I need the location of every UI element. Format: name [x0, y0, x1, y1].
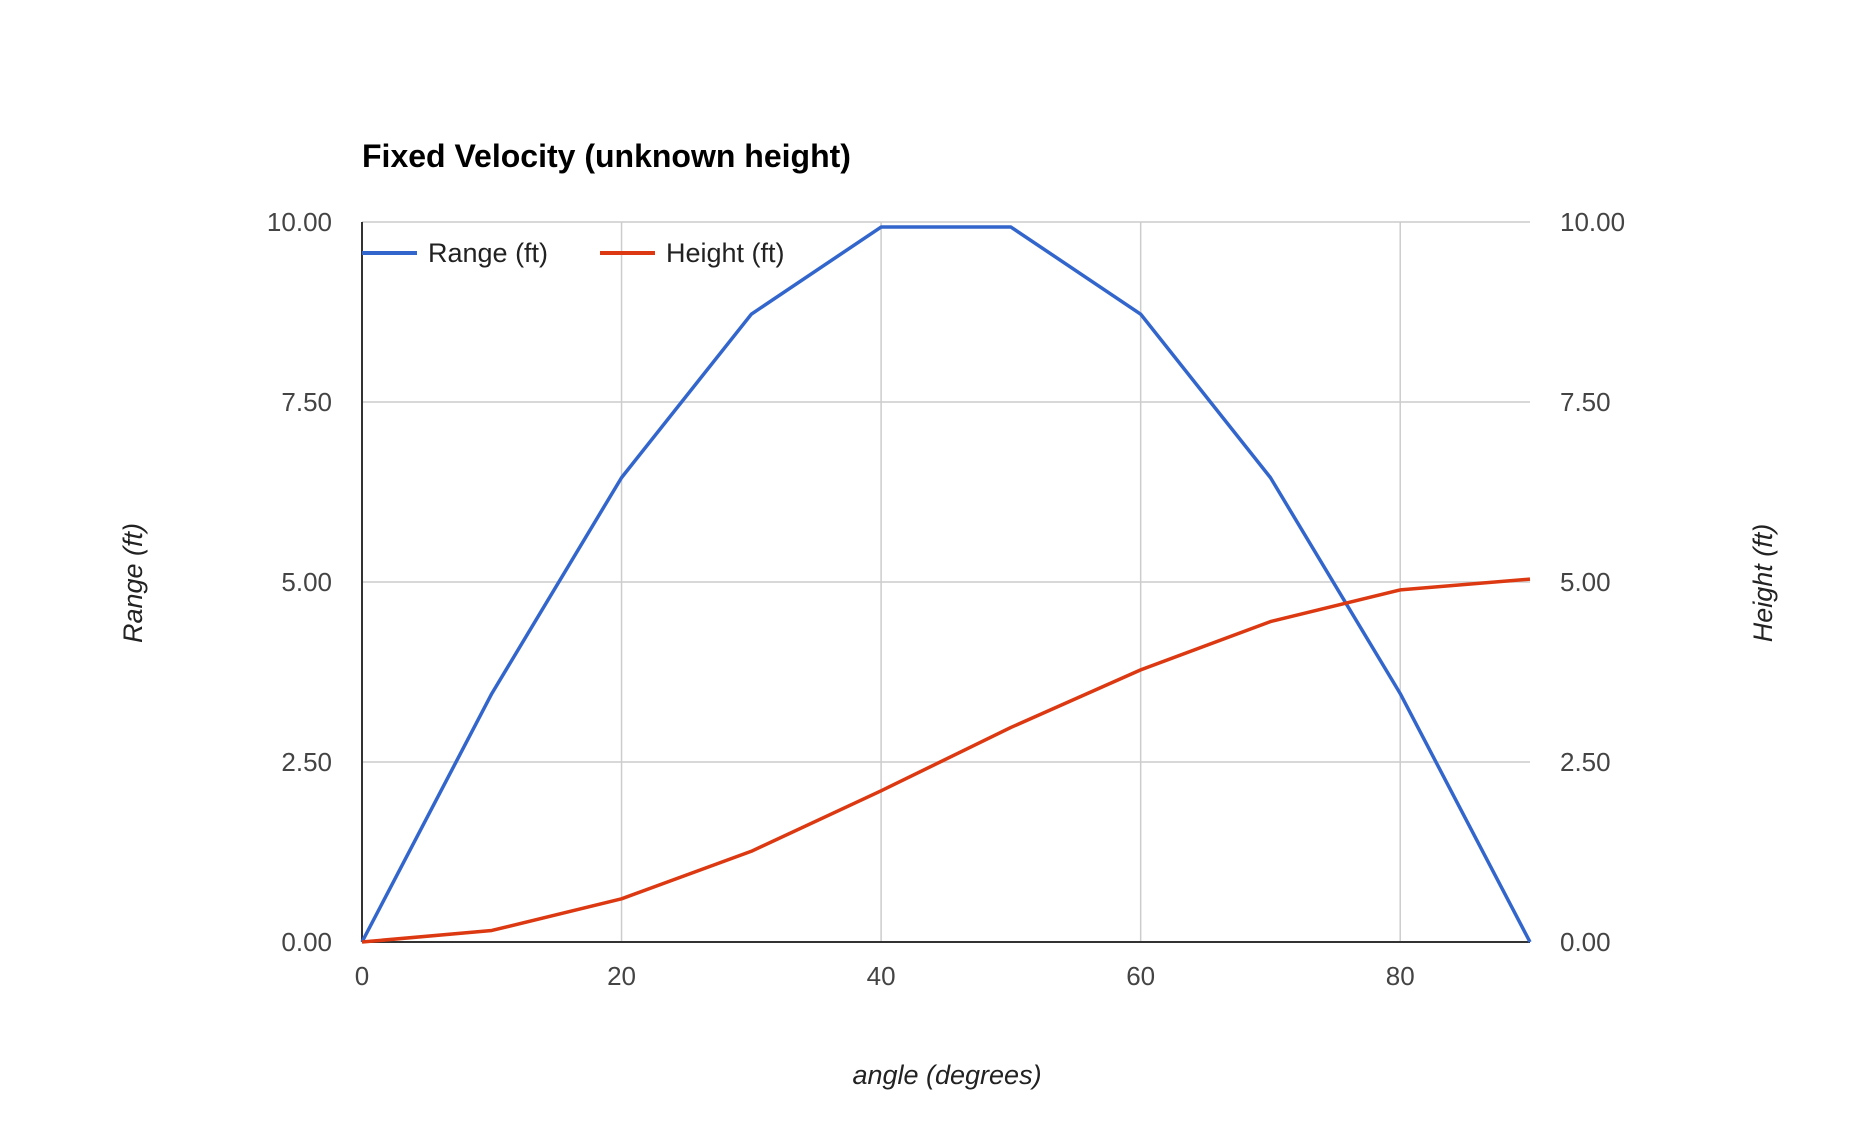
grid — [362, 221, 1530, 942]
y-tick-label-left: 0.00 — [281, 927, 332, 957]
x-tick-label: 60 — [1126, 961, 1155, 991]
y-tick-label-right: 7.50 — [1560, 387, 1611, 417]
legend-label: Height (ft) — [666, 238, 785, 268]
y-tick-label-left: 5.00 — [281, 567, 332, 597]
series-line-range — [360, 225, 1532, 943]
y-axis-title-right: Height (ft) — [1748, 524, 1778, 643]
y-tick-label-right: 5.00 — [1560, 567, 1611, 597]
x-axis-title: angle (degrees) — [852, 1060, 1041, 1090]
x-tick-label: 40 — [867, 961, 896, 991]
y-tick-label-right: 10.00 — [1560, 207, 1625, 237]
legend: Range (ft) Height (ft) — [362, 238, 785, 268]
axes — [361, 222, 1530, 943]
x-tick-label: 80 — [1386, 961, 1415, 991]
y-tick-label-right: 2.50 — [1560, 747, 1611, 777]
y-axis-title-left: Range (ft) — [118, 523, 148, 643]
chart-title: Fixed Velocity (unknown height) — [362, 138, 851, 174]
y-tick-label-left: 10.00 — [267, 207, 332, 237]
y-tick-label-left: 7.50 — [281, 387, 332, 417]
legend-label: Range (ft) — [428, 238, 548, 268]
series-line-height — [361, 577, 1531, 944]
y-tick-label-right: 0.00 — [1560, 927, 1611, 957]
x-tick-label: 20 — [607, 961, 636, 991]
y-tick-label-left: 2.50 — [281, 747, 332, 777]
tick-labels: 0.00 2.50 5.00 7.50 10.00 0.00 2.50 5.00 7.50 10.… — [267, 207, 1625, 991]
series-lines — [360, 225, 1532, 944]
x-tick-label: 0 — [355, 961, 369, 991]
